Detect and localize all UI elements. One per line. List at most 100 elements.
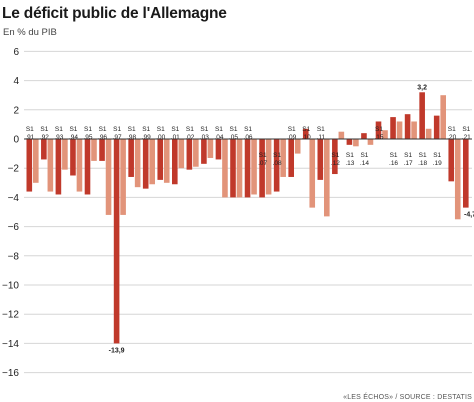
bar-s2 — [105, 139, 112, 215]
x-tick-label-year: .91 — [25, 134, 34, 141]
source-note: «LES ÉCHOS» / SOURCE : DESTATIS — [343, 394, 472, 401]
bar-s1 — [419, 92, 425, 139]
bar-s2 — [309, 139, 316, 208]
x-tick-label-year: .94 — [69, 134, 78, 141]
bar-s1 — [113, 139, 120, 344]
x-tick-label-year: .17 — [404, 160, 413, 167]
bar-s1 — [99, 139, 105, 161]
bar-s1 — [259, 139, 265, 198]
bar-s1 — [332, 139, 338, 175]
y-tick-label: −10 — [2, 281, 19, 292]
bar-s1 — [84, 139, 91, 195]
bar-s2 — [193, 139, 199, 167]
bar-s1 — [302, 128, 309, 139]
x-tick-label-year: .14 — [360, 160, 369, 167]
y-tick-label: 0 — [13, 135, 19, 146]
bar-s2 — [222, 139, 228, 198]
y-tick-label: −16 — [2, 368, 19, 379]
x-tick-label-year: .12 — [331, 160, 340, 167]
x-tick-label-half: S1 — [55, 126, 63, 133]
x-tick-label-year: .99 — [142, 134, 151, 141]
x-tick-label-half: S1 — [142, 126, 150, 133]
x-tick-label-year: .07 — [258, 160, 267, 167]
x-tick-label-half: S1 — [244, 126, 252, 133]
x-tick-label-half: S1 — [302, 126, 310, 133]
bar-s2 — [382, 130, 388, 139]
x-tick-label-half: S1 — [40, 126, 48, 133]
x-tick-label-year: .04 — [214, 134, 223, 141]
x-tick-label-half: S1 — [375, 126, 383, 133]
x-tick-label-half: S1 — [200, 126, 208, 133]
x-tick-label-year: .95 — [83, 134, 92, 141]
bar-s1 — [346, 139, 353, 145]
x-tick-label-half: S1 — [99, 126, 107, 133]
bar-s1 — [288, 139, 294, 177]
x-tick-label-year: .15 — [374, 134, 383, 141]
x-tick-label-half: S1 — [259, 152, 267, 159]
y-tick-label: 6 — [13, 47, 19, 58]
x-tick-label-half: S1 — [317, 126, 325, 133]
data-label: 3,2 — [417, 84, 427, 91]
y-tick-label: −4 — [8, 193, 20, 204]
bar-s2 — [251, 139, 257, 195]
x-tick-label-year: .05 — [229, 134, 238, 141]
y-tick-label: 4 — [13, 76, 19, 87]
x-tick-label-year: .20 — [447, 134, 456, 141]
bar-s1 — [172, 139, 178, 185]
bar-s2 — [47, 139, 54, 192]
bar-s1 — [361, 133, 367, 139]
bar-s1 — [433, 115, 440, 139]
bar-s1 — [448, 139, 455, 182]
x-tick-label-half: S1 — [448, 126, 456, 133]
bar-s2 — [440, 95, 446, 139]
bar-s2 — [149, 139, 155, 185]
x-tick-label-year: .13 — [345, 160, 354, 167]
bar-s1 — [70, 139, 76, 176]
x-tick-label-half: S1 — [128, 126, 136, 133]
x-tick-label-half: S1 — [346, 152, 354, 159]
bar-s2 — [265, 139, 272, 195]
x-tick-label-year: .03 — [200, 134, 209, 141]
x-tick-label-year: .19 — [433, 160, 442, 167]
bar-s2 — [425, 128, 432, 139]
bar-s2 — [207, 139, 214, 158]
y-tick-label: −6 — [8, 222, 20, 233]
y-tick-label: 2 — [13, 105, 19, 116]
y-tick-label: −12 — [2, 310, 19, 321]
y-tick-label: −2 — [8, 164, 20, 175]
bar-s2 — [134, 139, 141, 188]
x-tick-label-year: .97 — [113, 134, 122, 141]
bar-s2 — [294, 139, 301, 154]
x-tick-label-year: .06 — [244, 134, 253, 141]
bar-s1 — [41, 139, 47, 160]
x-tick-label-half: S1 — [433, 152, 441, 159]
x-tick-label-half: S1 — [157, 126, 165, 133]
x-tick-label-year: .18 — [418, 160, 427, 167]
x-tick-label-half: S1 — [273, 152, 281, 159]
x-tick-label-half: S1 — [26, 126, 34, 133]
bar-s1 — [404, 114, 411, 139]
x-tick-label-year: .09 — [287, 134, 296, 141]
x-tick-label-year: .00 — [156, 134, 165, 141]
bar-s2 — [353, 139, 359, 147]
x-tick-label-half: S1 — [404, 152, 412, 159]
bar-s2 — [163, 139, 170, 183]
data-label: -13,9 — [109, 347, 125, 354]
bar-s1 — [215, 139, 222, 160]
bar-s2 — [62, 139, 68, 170]
x-tick-label-half: S1 — [331, 152, 339, 159]
x-tick-label-half: S1 — [230, 126, 238, 133]
x-tick-label-half: S1 — [84, 126, 92, 133]
bar-s2 — [367, 139, 374, 145]
bar-s1 — [186, 139, 193, 170]
bar-s1 — [142, 139, 149, 189]
bar-s1 — [230, 139, 236, 198]
x-tick-label-year: .11 — [317, 134, 326, 141]
bar-s1 — [201, 139, 207, 164]
bar-s2 — [236, 139, 243, 198]
data-label-2021: -4,7 — [464, 212, 474, 219]
x-tick-label-half: S1 — [390, 152, 398, 159]
x-tick-label-year: .16 — [389, 160, 398, 167]
x-tick-label-year: .01 — [171, 134, 180, 141]
